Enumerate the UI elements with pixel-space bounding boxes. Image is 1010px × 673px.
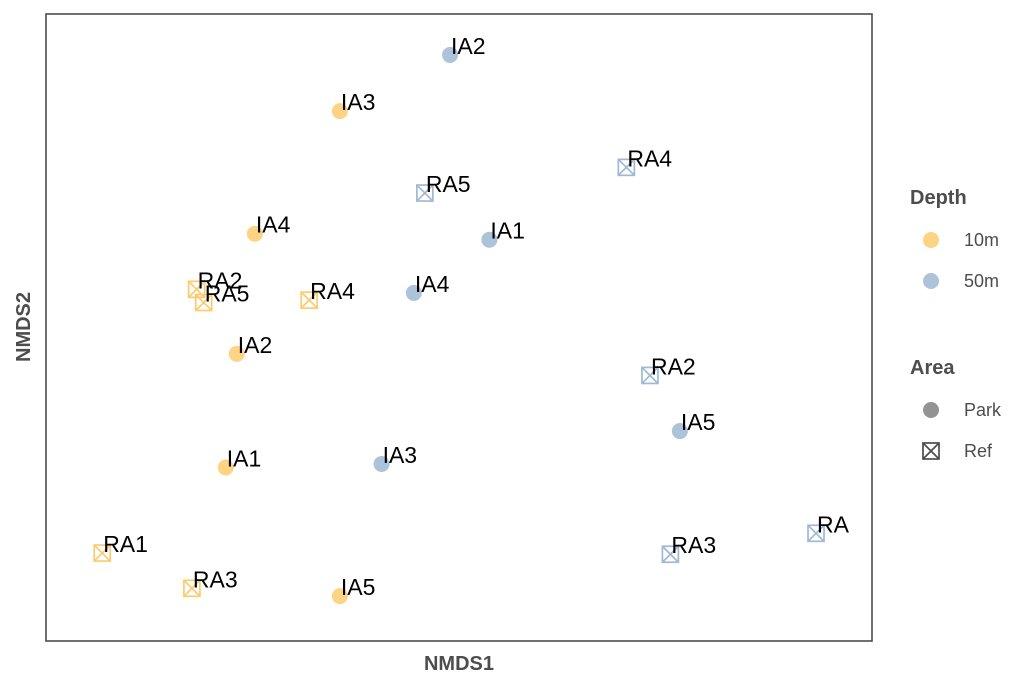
legend-label: Ref — [964, 441, 993, 461]
data-point: IA3 — [331, 89, 376, 120]
data-point: IA4 — [405, 271, 450, 301]
data-point: IA1 — [217, 446, 262, 476]
legend-label: Park — [964, 400, 1002, 420]
legend-entry: Ref — [922, 441, 993, 461]
ref-point-marker — [807, 524, 825, 543]
data-point: RA5 — [416, 171, 471, 202]
data-point: RA1 — [93, 531, 148, 562]
data-point: RA3 — [183, 566, 238, 598]
legend-key-circle — [923, 402, 939, 418]
point-label: IA5 — [681, 409, 716, 435]
point-label: RA3 — [193, 566, 238, 592]
data-point: RA5 — [194, 280, 250, 312]
park-point-marker — [373, 455, 390, 472]
legend-key-boxx — [922, 442, 940, 460]
data-point: RA4 — [617, 145, 672, 177]
point-label: RA5 — [205, 280, 250, 306]
legend: Depth 10m 50m Area Park Ref — [910, 187, 1002, 461]
legend-entry: Park — [923, 400, 1002, 420]
data-point: RA3 — [661, 532, 716, 564]
point-label: RA2 — [651, 353, 696, 379]
legend-label: 50m — [964, 271, 999, 291]
point-label: IA1 — [490, 218, 525, 244]
point-label: IA2 — [238, 332, 273, 358]
point-label: IA2 — [451, 33, 486, 59]
legend-entry: 10m — [923, 230, 999, 250]
point-label: RA3 — [671, 532, 716, 558]
plot-panel-border — [45, 13, 873, 642]
ref-point-marker — [617, 158, 636, 177]
legend-title: Area — [910, 357, 955, 379]
legend-key-circle — [923, 232, 939, 248]
ref-point-marker — [300, 291, 319, 309]
data-point: IA1 — [481, 218, 525, 248]
point-label: IA3 — [383, 442, 418, 468]
point-label: RA — [817, 511, 850, 537]
data-point: RA2 — [187, 267, 243, 299]
ref-point-marker — [183, 579, 201, 598]
legend-entry: 50m — [923, 271, 999, 291]
legend-key-circle — [923, 273, 939, 289]
point-label: RA2 — [198, 267, 243, 293]
ref-point-marker — [194, 293, 213, 312]
data-point: IA2 — [442, 33, 486, 63]
data-point: IA4 — [246, 212, 291, 242]
data-point: IA5 — [331, 574, 376, 605]
x-axis-title: NMDS1 — [424, 653, 494, 673]
park-point-marker — [217, 459, 234, 476]
ref-point-marker — [93, 544, 112, 562]
data-point: RA2 — [641, 353, 696, 385]
point-label: IA5 — [341, 574, 376, 600]
y-axis-title: NMDS2 — [13, 292, 35, 362]
park-point-marker — [671, 423, 688, 440]
point-label: IA4 — [256, 212, 291, 238]
legend-label: 10m — [964, 230, 999, 250]
park-point-marker — [331, 103, 348, 120]
ref-point-marker — [416, 184, 434, 202]
point-label: IA4 — [415, 271, 450, 297]
point-label: IA3 — [341, 89, 376, 115]
ref-point-marker — [641, 366, 659, 385]
data-point: IA5 — [671, 409, 716, 440]
park-point-marker — [228, 345, 245, 362]
ref-point-marker — [661, 545, 680, 564]
park-point-marker — [481, 231, 498, 248]
data-point: RA4 — [300, 278, 355, 309]
park-point-marker — [246, 225, 263, 242]
point-label: RA5 — [426, 171, 471, 197]
point-label: RA4 — [627, 145, 672, 171]
data-point: IA3 — [373, 442, 418, 472]
legend-title: Depth — [910, 187, 967, 209]
park-point-marker — [331, 588, 348, 605]
park-point-marker — [442, 46, 459, 63]
point-label: IA1 — [227, 446, 262, 472]
data-point: RA — [807, 511, 850, 543]
point-label: RA1 — [103, 531, 148, 557]
park-point-marker — [405, 284, 422, 301]
data-point: IA2 — [228, 332, 273, 362]
point-label: RA4 — [310, 278, 355, 304]
